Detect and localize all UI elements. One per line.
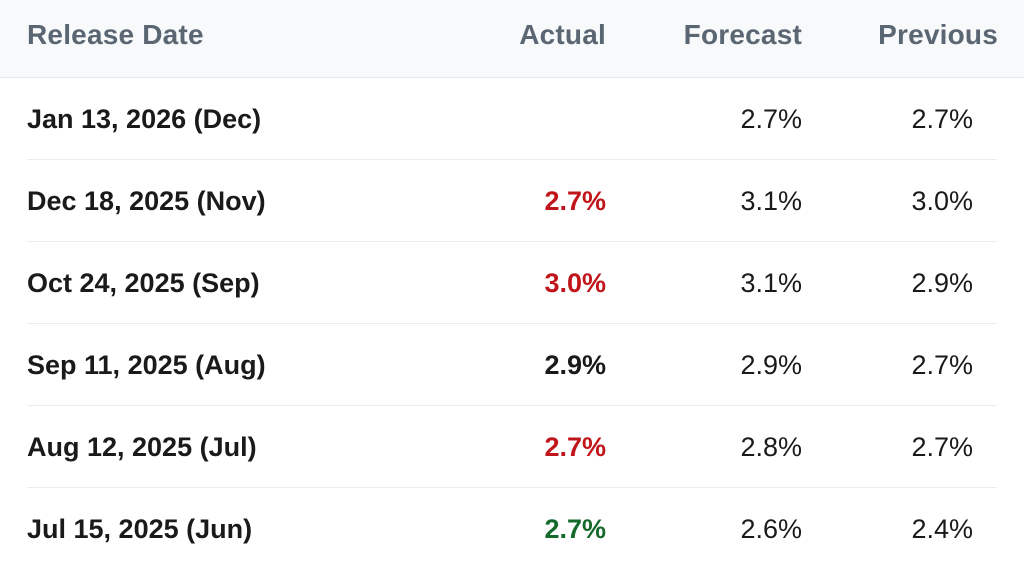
release-date-cell: Sep 11, 2025 (Aug) [27,350,266,380]
previous-cell: 3.0% [911,186,973,216]
previous-cell: 2.7% [911,104,973,134]
release-date-cell: Dec 18, 2025 (Nov) [27,186,266,216]
previous-cell: 2.7% [911,350,973,380]
header-release-date: Release Date [27,19,204,50]
row-divider [27,323,997,324]
previous-cell: 2.4% [911,514,973,544]
forecast-cell: 3.1% [740,186,802,216]
release-date-cell: Jul 15, 2025 (Jun) [27,514,253,544]
row-divider [27,405,997,406]
table-row: Sep 11, 2025 (Aug) 2.9% 2.9% 2.7% [0,324,1024,406]
actual-cell: 2.7% [544,432,606,462]
release-date-cell: Jan 13, 2026 (Dec) [27,104,262,134]
actual-cell: 2.7% [544,186,606,216]
table-row: Oct 24, 2025 (Sep) 3.0% 3.1% 2.9% [0,242,1024,324]
previous-cell: 2.7% [911,432,973,462]
header-previous: Previous [878,19,998,50]
table-row: Jan 13, 2026 (Dec) 2.7% 2.7% [0,78,1024,160]
release-date-cell: Oct 24, 2025 (Sep) [27,268,260,298]
table-row: Dec 18, 2025 (Nov) 2.7% 3.1% 3.0% [0,160,1024,242]
forecast-cell: 3.1% [740,268,802,298]
header-actual: Actual [519,19,606,50]
row-divider [27,159,997,160]
previous-cell: 2.9% [911,268,973,298]
table-header: Release Date Actual Forecast Previous [0,0,1024,78]
table-row: Aug 12, 2025 (Jul) 2.7% 2.8% 2.7% [0,406,1024,488]
actual-cell: 3.0% [544,268,606,298]
forecast-cell: 2.9% [740,350,802,380]
actual-cell: 2.9% [544,350,606,380]
actual-cell: 2.7% [544,514,606,544]
table-row: Jul 15, 2025 (Jun) 2.7% 2.6% 2.4% [0,488,1024,570]
forecast-cell: 2.8% [740,432,802,462]
header-forecast: Forecast [683,19,802,50]
release-date-cell: Aug 12, 2025 (Jul) [27,432,257,462]
forecast-cell: 2.7% [740,104,802,134]
forecast-cell: 2.6% [740,514,802,544]
row-divider [27,487,997,488]
row-divider [27,241,997,242]
